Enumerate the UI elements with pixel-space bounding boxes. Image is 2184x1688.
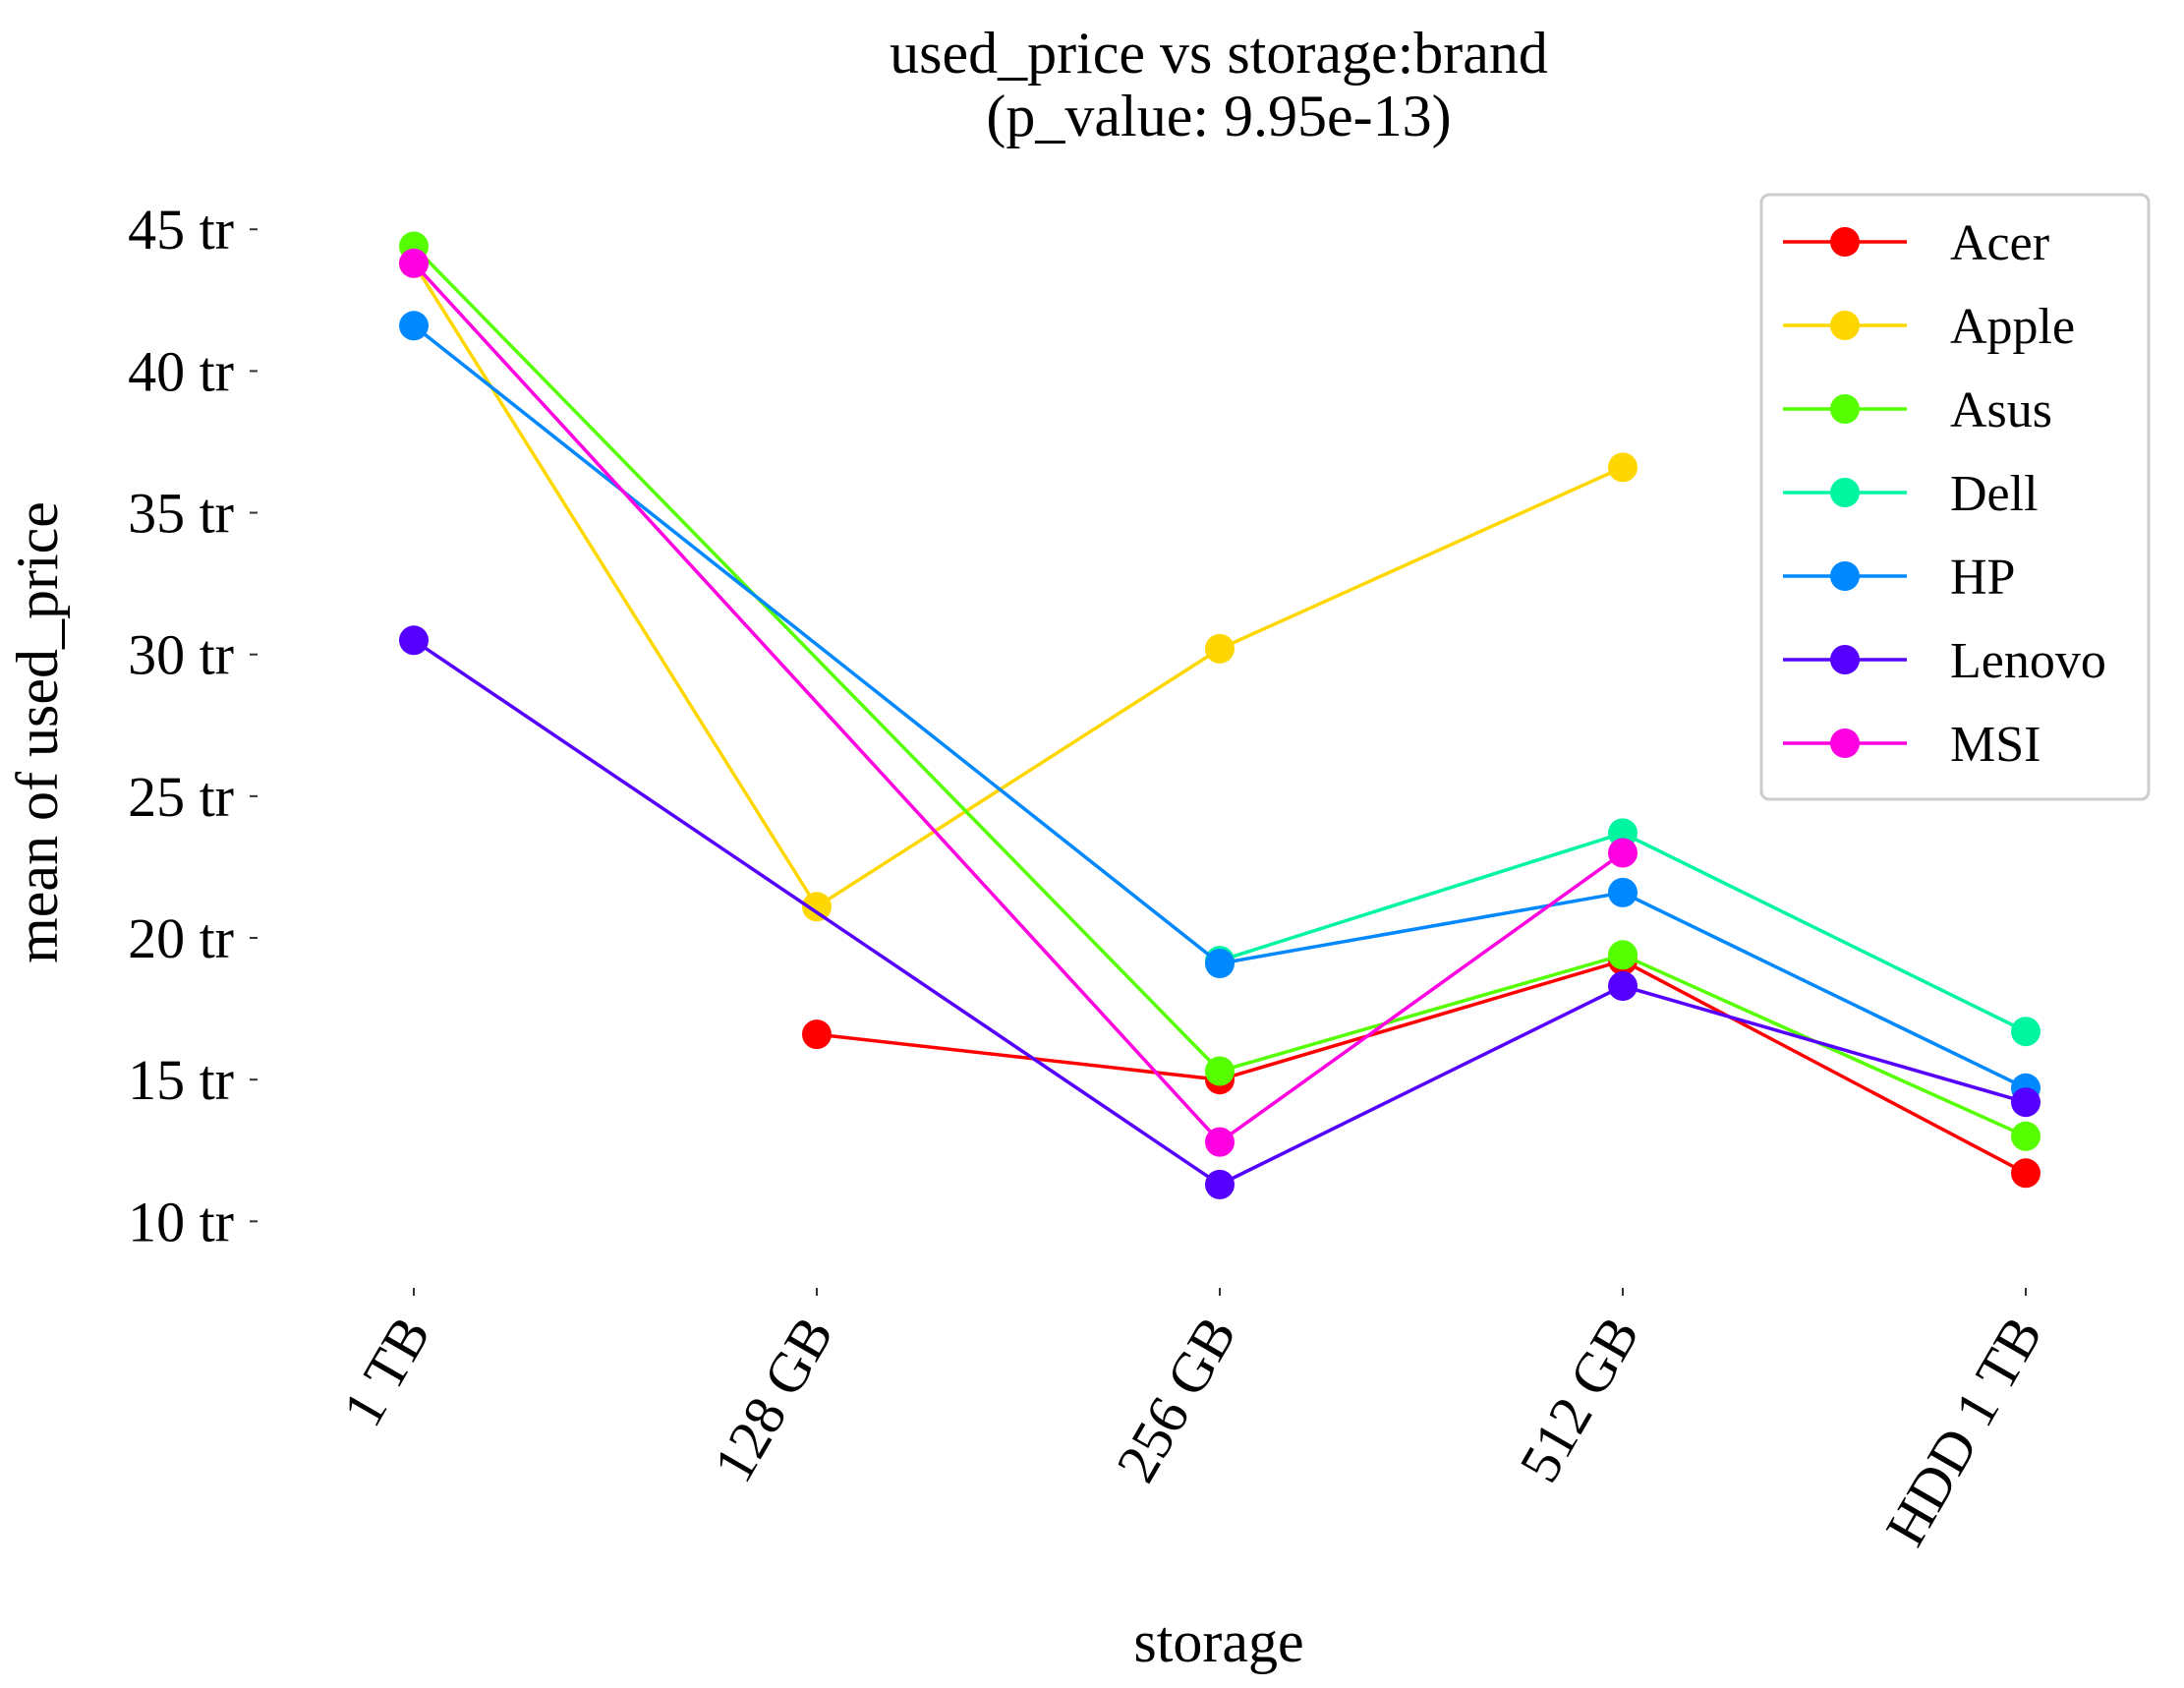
data-point-hp [1205, 949, 1235, 978]
legend-swatch-marker [1830, 394, 1860, 424]
legend-item-asus: Asus [1783, 382, 2052, 438]
data-point-hp [1608, 877, 1638, 907]
legend-swatch-marker [1830, 561, 1860, 591]
legend-item-apple: Apple [1783, 299, 2075, 355]
legend-label: Asus [1950, 382, 2052, 438]
data-point-acer [2011, 1158, 2040, 1189]
data-point-asus [1205, 1056, 1235, 1086]
legend-item-dell: Dell [1783, 466, 2039, 522]
data-point-acer [802, 1019, 832, 1050]
legend-swatch-marker [1830, 478, 1860, 507]
y-tick-label: 30 tr [128, 623, 234, 687]
series-line-msi [412, 262, 1625, 1144]
y-tick-label: 45 tr [128, 198, 234, 262]
series-line-apple [412, 262, 1624, 909]
x-tick-label: 128 GB [701, 1306, 845, 1492]
data-point-apple [1205, 633, 1235, 664]
data-point-lenovo [1608, 971, 1638, 1001]
series-apple [399, 248, 1638, 922]
x-tick-label: 256 GB [1104, 1306, 1248, 1492]
legend-box [1759, 193, 2151, 801]
series-msi [399, 248, 1638, 1157]
legend-label: Acer [1950, 215, 2049, 271]
x-tick-label: 1 TB [330, 1306, 443, 1436]
y-tick-label: 25 tr [128, 765, 234, 829]
data-point-apple [1608, 452, 1638, 483]
data-point-asus [1608, 940, 1638, 970]
chart-title-line-1: used_price vs storage:brand [890, 21, 1548, 86]
y-tick-label: 15 tr [128, 1048, 234, 1112]
data-point-lenovo [2011, 1087, 2040, 1118]
data-point-lenovo [399, 625, 429, 656]
data-point-msi [399, 248, 429, 278]
data-point-asus [2011, 1121, 2040, 1151]
legend: Acer Apple Asus Dell HP Lenovo MSI [1759, 193, 2151, 801]
legend-label: MSI [1950, 717, 2040, 773]
data-point-hp [399, 311, 429, 341]
legend-label: Lenovo [1950, 633, 2106, 689]
y-axis-label: mean of used_price [5, 501, 70, 963]
legend-swatch-marker [1830, 645, 1860, 674]
legend-item-msi: MSI [1783, 717, 2040, 773]
data-point-msi [1608, 838, 1638, 868]
y-axis: 10 tr 15 tr 20 tr 25 tr 30 tr 35 tr 40 tr 45 tr [128, 198, 258, 1253]
y-tick-label: 20 tr [128, 906, 234, 970]
legend-label: Apple [1950, 299, 2075, 355]
legend-item-lenovo: Lenovo [1783, 633, 2106, 689]
data-point-dell [2011, 1017, 2040, 1047]
y-tick-label: 10 tr [128, 1190, 234, 1253]
legend-swatch-marker [1830, 728, 1860, 758]
y-tick-label: 40 tr [128, 339, 234, 403]
series-line-acer [816, 959, 2027, 1175]
x-tick-label: HDD 1 TB [1873, 1306, 2055, 1556]
series-line-lenovo [413, 638, 2027, 1187]
data-point-lenovo [1205, 1169, 1235, 1199]
series-acer [802, 946, 2040, 1189]
chart-title-line-2: (p_value: 9.95e-13) [986, 84, 1451, 148]
x-tick-label: 512 GB [1507, 1306, 1651, 1492]
legend-swatch-marker [1830, 227, 1860, 257]
legend-swatch-marker [1830, 311, 1860, 340]
legend-item-acer: Acer [1783, 215, 2049, 271]
legend-item-hp: HP [1783, 550, 2015, 606]
chart-title: used_price vs storage:brand(p_value: 9.9… [890, 21, 1548, 148]
x-axis-label: storage [1133, 1609, 1303, 1674]
x-axis: 1 TB 128 GB 256 GB 512 GB HDD 1 TB [330, 1288, 2055, 1556]
legend-label: Dell [1950, 466, 2039, 522]
series-lenovo [399, 625, 2040, 1199]
series-line-hp [412, 323, 2027, 1090]
y-tick-label: 35 tr [128, 482, 234, 546]
legend-label: HP [1950, 550, 2015, 606]
data-point-apple [802, 892, 832, 922]
series-group [399, 231, 2040, 1199]
data-point-msi [1205, 1127, 1235, 1157]
